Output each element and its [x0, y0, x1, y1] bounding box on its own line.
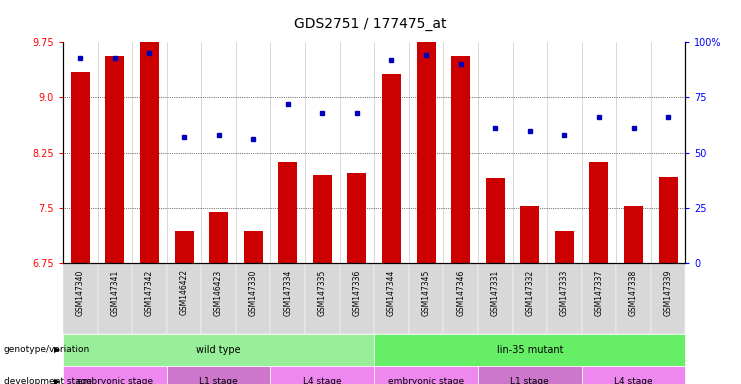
Text: wild type: wild type: [196, 345, 241, 355]
Text: embryonic stage: embryonic stage: [77, 377, 153, 384]
Bar: [624, 206, 643, 263]
Bar: [105, 56, 124, 263]
Bar: [244, 232, 262, 263]
Bar: [174, 232, 193, 263]
Bar: [140, 42, 159, 263]
Bar: [348, 173, 366, 263]
Bar: [590, 162, 608, 263]
Bar: [279, 162, 297, 263]
Text: lin-35 mutant: lin-35 mutant: [496, 345, 563, 355]
Bar: [71, 72, 90, 263]
Bar: [659, 177, 677, 263]
Bar: [382, 74, 401, 263]
Bar: [555, 232, 574, 263]
Bar: [451, 56, 470, 263]
Text: ▶: ▶: [54, 345, 61, 354]
Text: ▶: ▶: [54, 377, 61, 384]
Text: L4 stage: L4 stage: [614, 377, 653, 384]
Bar: [416, 42, 436, 263]
Text: genotype/variation: genotype/variation: [4, 345, 90, 354]
Bar: [313, 175, 332, 263]
Bar: [209, 212, 228, 263]
Text: L1 stage: L1 stage: [199, 377, 238, 384]
Text: L1 stage: L1 stage: [511, 377, 549, 384]
Bar: [486, 179, 505, 263]
Text: development stage: development stage: [4, 377, 92, 384]
Text: embryonic stage: embryonic stage: [388, 377, 464, 384]
Text: GDS2751 / 177475_at: GDS2751 / 177475_at: [294, 17, 447, 31]
Text: L4 stage: L4 stage: [303, 377, 342, 384]
Bar: [520, 206, 539, 263]
